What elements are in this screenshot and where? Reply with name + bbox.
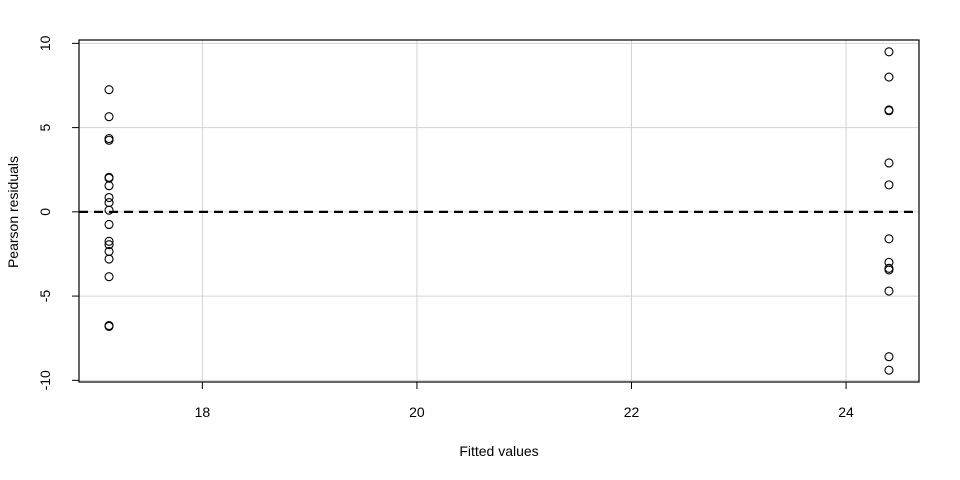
data-point [884,286,894,296]
data-point [884,265,894,275]
points-layer [104,47,894,375]
data-point [104,85,114,95]
data-point [884,234,894,244]
data-point [104,192,114,203]
y-tick-label: 5 [37,124,53,132]
data-point [104,236,114,246]
data-point [104,219,114,230]
y-axis-title: Pearson residuals [5,156,21,268]
data-point [104,321,114,331]
data-point [104,181,114,191]
x-axis-title: Fitted values [459,443,538,459]
x-tick-label: 22 [624,404,640,420]
y-tick-label: -10 [37,370,53,390]
x-tick-label: 24 [838,404,854,420]
data-point [104,272,114,282]
data-point [884,365,894,375]
data-point [104,254,114,264]
data-point [884,106,894,116]
data-point [884,180,894,190]
data-point [104,205,114,215]
y-tick-label: 0 [37,208,53,216]
data-point [884,47,894,57]
x-tick-label: 20 [409,404,425,420]
data-point [104,240,114,250]
y-tick-label: 10 [37,35,53,51]
axes: 18 20 22 24 -10 -5 0 5 10 [37,35,854,420]
data-point [884,72,894,82]
y-tick-label: -5 [37,290,53,303]
x-tick-label: 18 [195,404,211,420]
data-point [884,352,894,362]
data-point [884,158,894,168]
data-point [104,135,114,145]
data-point [104,112,114,122]
data-point [104,198,114,208]
